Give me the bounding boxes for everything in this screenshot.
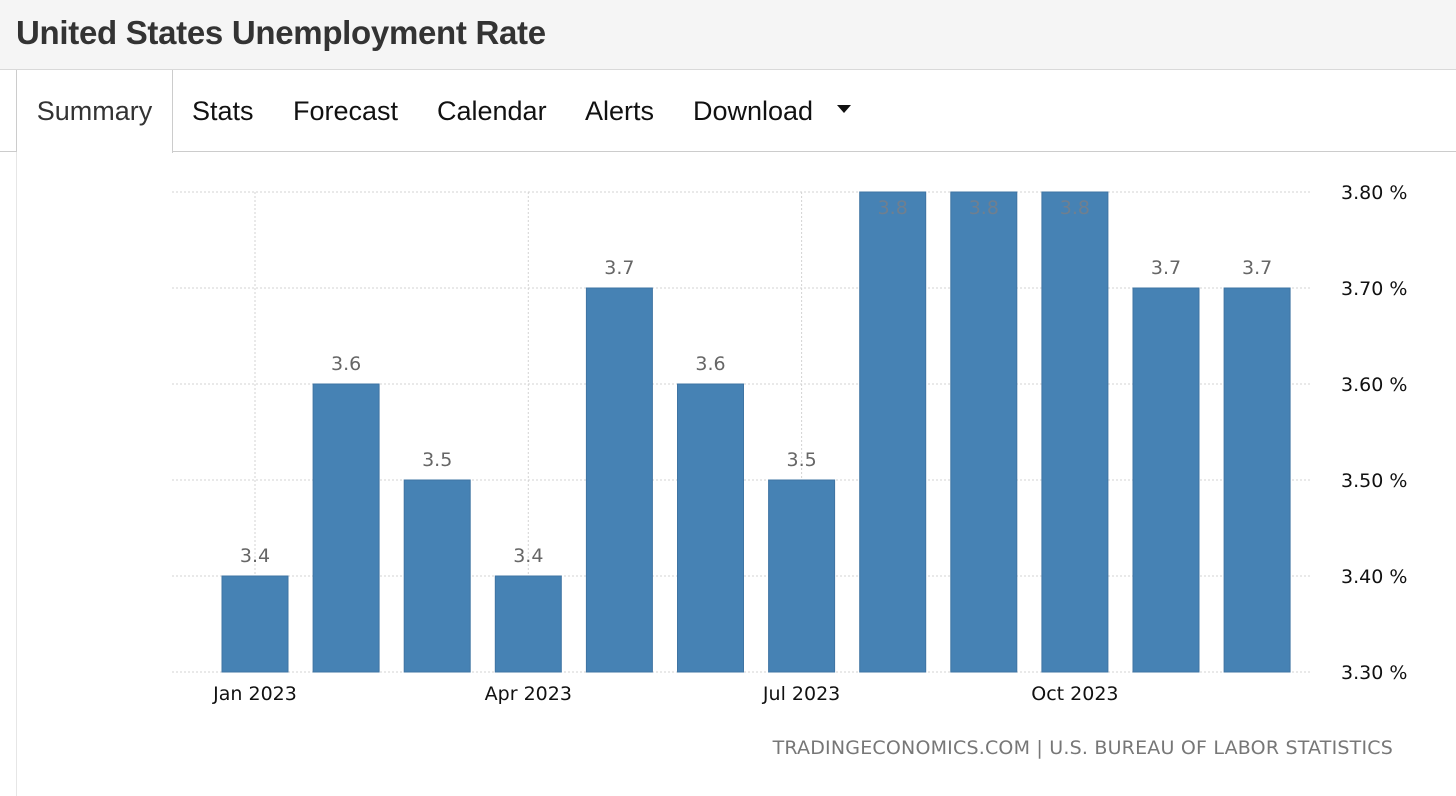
y-tick-label: 3.40 % bbox=[1341, 566, 1407, 588]
data-label: 3.7 bbox=[604, 257, 634, 279]
bar bbox=[494, 575, 562, 673]
y-tick-label: 3.30 % bbox=[1341, 662, 1407, 684]
tab-summary[interactable]: Summary bbox=[16, 70, 173, 153]
bar bbox=[312, 383, 380, 673]
y-tick-label: 3.80 % bbox=[1341, 182, 1407, 204]
data-label: 3.4 bbox=[240, 545, 270, 567]
chart-source: TRADINGECONOMICS.COM | U.S. BUREAU OF LA… bbox=[772, 737, 1393, 759]
tab-forecast-label: Forecast bbox=[293, 96, 399, 126]
bar bbox=[585, 287, 653, 673]
tab-download[interactable]: Download bbox=[693, 70, 851, 152]
tab-calendar-label: Calendar bbox=[437, 96, 547, 126]
data-label: 3.8 bbox=[878, 197, 908, 219]
tab-alerts-label: Alerts bbox=[585, 96, 655, 126]
y-tick-label: 3.70 % bbox=[1341, 278, 1407, 300]
caret-down-icon bbox=[836, 104, 851, 113]
content-border bbox=[16, 152, 17, 796]
tab-stats[interactable]: Stats bbox=[192, 70, 254, 152]
bar bbox=[859, 191, 927, 673]
bar bbox=[1132, 287, 1200, 673]
tab-calendar[interactable]: Calendar bbox=[437, 70, 547, 152]
bar bbox=[677, 383, 744, 673]
x-tick-label: Apr 2023 bbox=[485, 683, 572, 705]
y-tick-label: 3.50 % bbox=[1341, 470, 1407, 492]
bar bbox=[221, 575, 289, 673]
page-header: United States Unemployment Rate bbox=[0, 0, 1456, 70]
tab-alerts[interactable]: Alerts bbox=[585, 70, 654, 152]
data-label: 3.6 bbox=[695, 353, 725, 375]
tab-bar: Summary Stats Forecast Calendar Alerts D… bbox=[0, 70, 1456, 153]
bar bbox=[403, 479, 471, 673]
x-tick-label: Jul 2023 bbox=[762, 683, 840, 705]
data-label: 3.8 bbox=[969, 197, 999, 219]
tab-forecast[interactable]: Forecast bbox=[293, 70, 398, 152]
data-label: 3.7 bbox=[1151, 257, 1181, 279]
bar bbox=[1041, 191, 1109, 673]
x-tick-label: Oct 2023 bbox=[1031, 683, 1118, 705]
data-label: 3.7 bbox=[1242, 257, 1272, 279]
data-label: 3.6 bbox=[331, 353, 361, 375]
bar bbox=[1223, 287, 1291, 673]
data-label: 3.8 bbox=[1060, 197, 1090, 219]
tab-summary-label: Summary bbox=[36, 96, 153, 126]
tab-stats-label: Stats bbox=[192, 96, 254, 126]
data-label: 3.5 bbox=[422, 449, 452, 471]
data-label: 3.4 bbox=[513, 545, 543, 567]
tab-download-label: Download bbox=[693, 96, 814, 126]
x-tick-label: Jan 2023 bbox=[212, 683, 297, 705]
bar bbox=[950, 191, 1018, 673]
y-tick-label: 3.60 % bbox=[1341, 374, 1407, 396]
unemployment-bar-chart: 3.30 % 3.40 % 3.50 % 3.60 % 3.70 % 3.80 % Jan … bbox=[172, 182, 1407, 705]
data-label: 3.5 bbox=[786, 449, 816, 471]
page-title: United States Unemployment Rate bbox=[16, 14, 546, 51]
bar bbox=[768, 479, 836, 673]
